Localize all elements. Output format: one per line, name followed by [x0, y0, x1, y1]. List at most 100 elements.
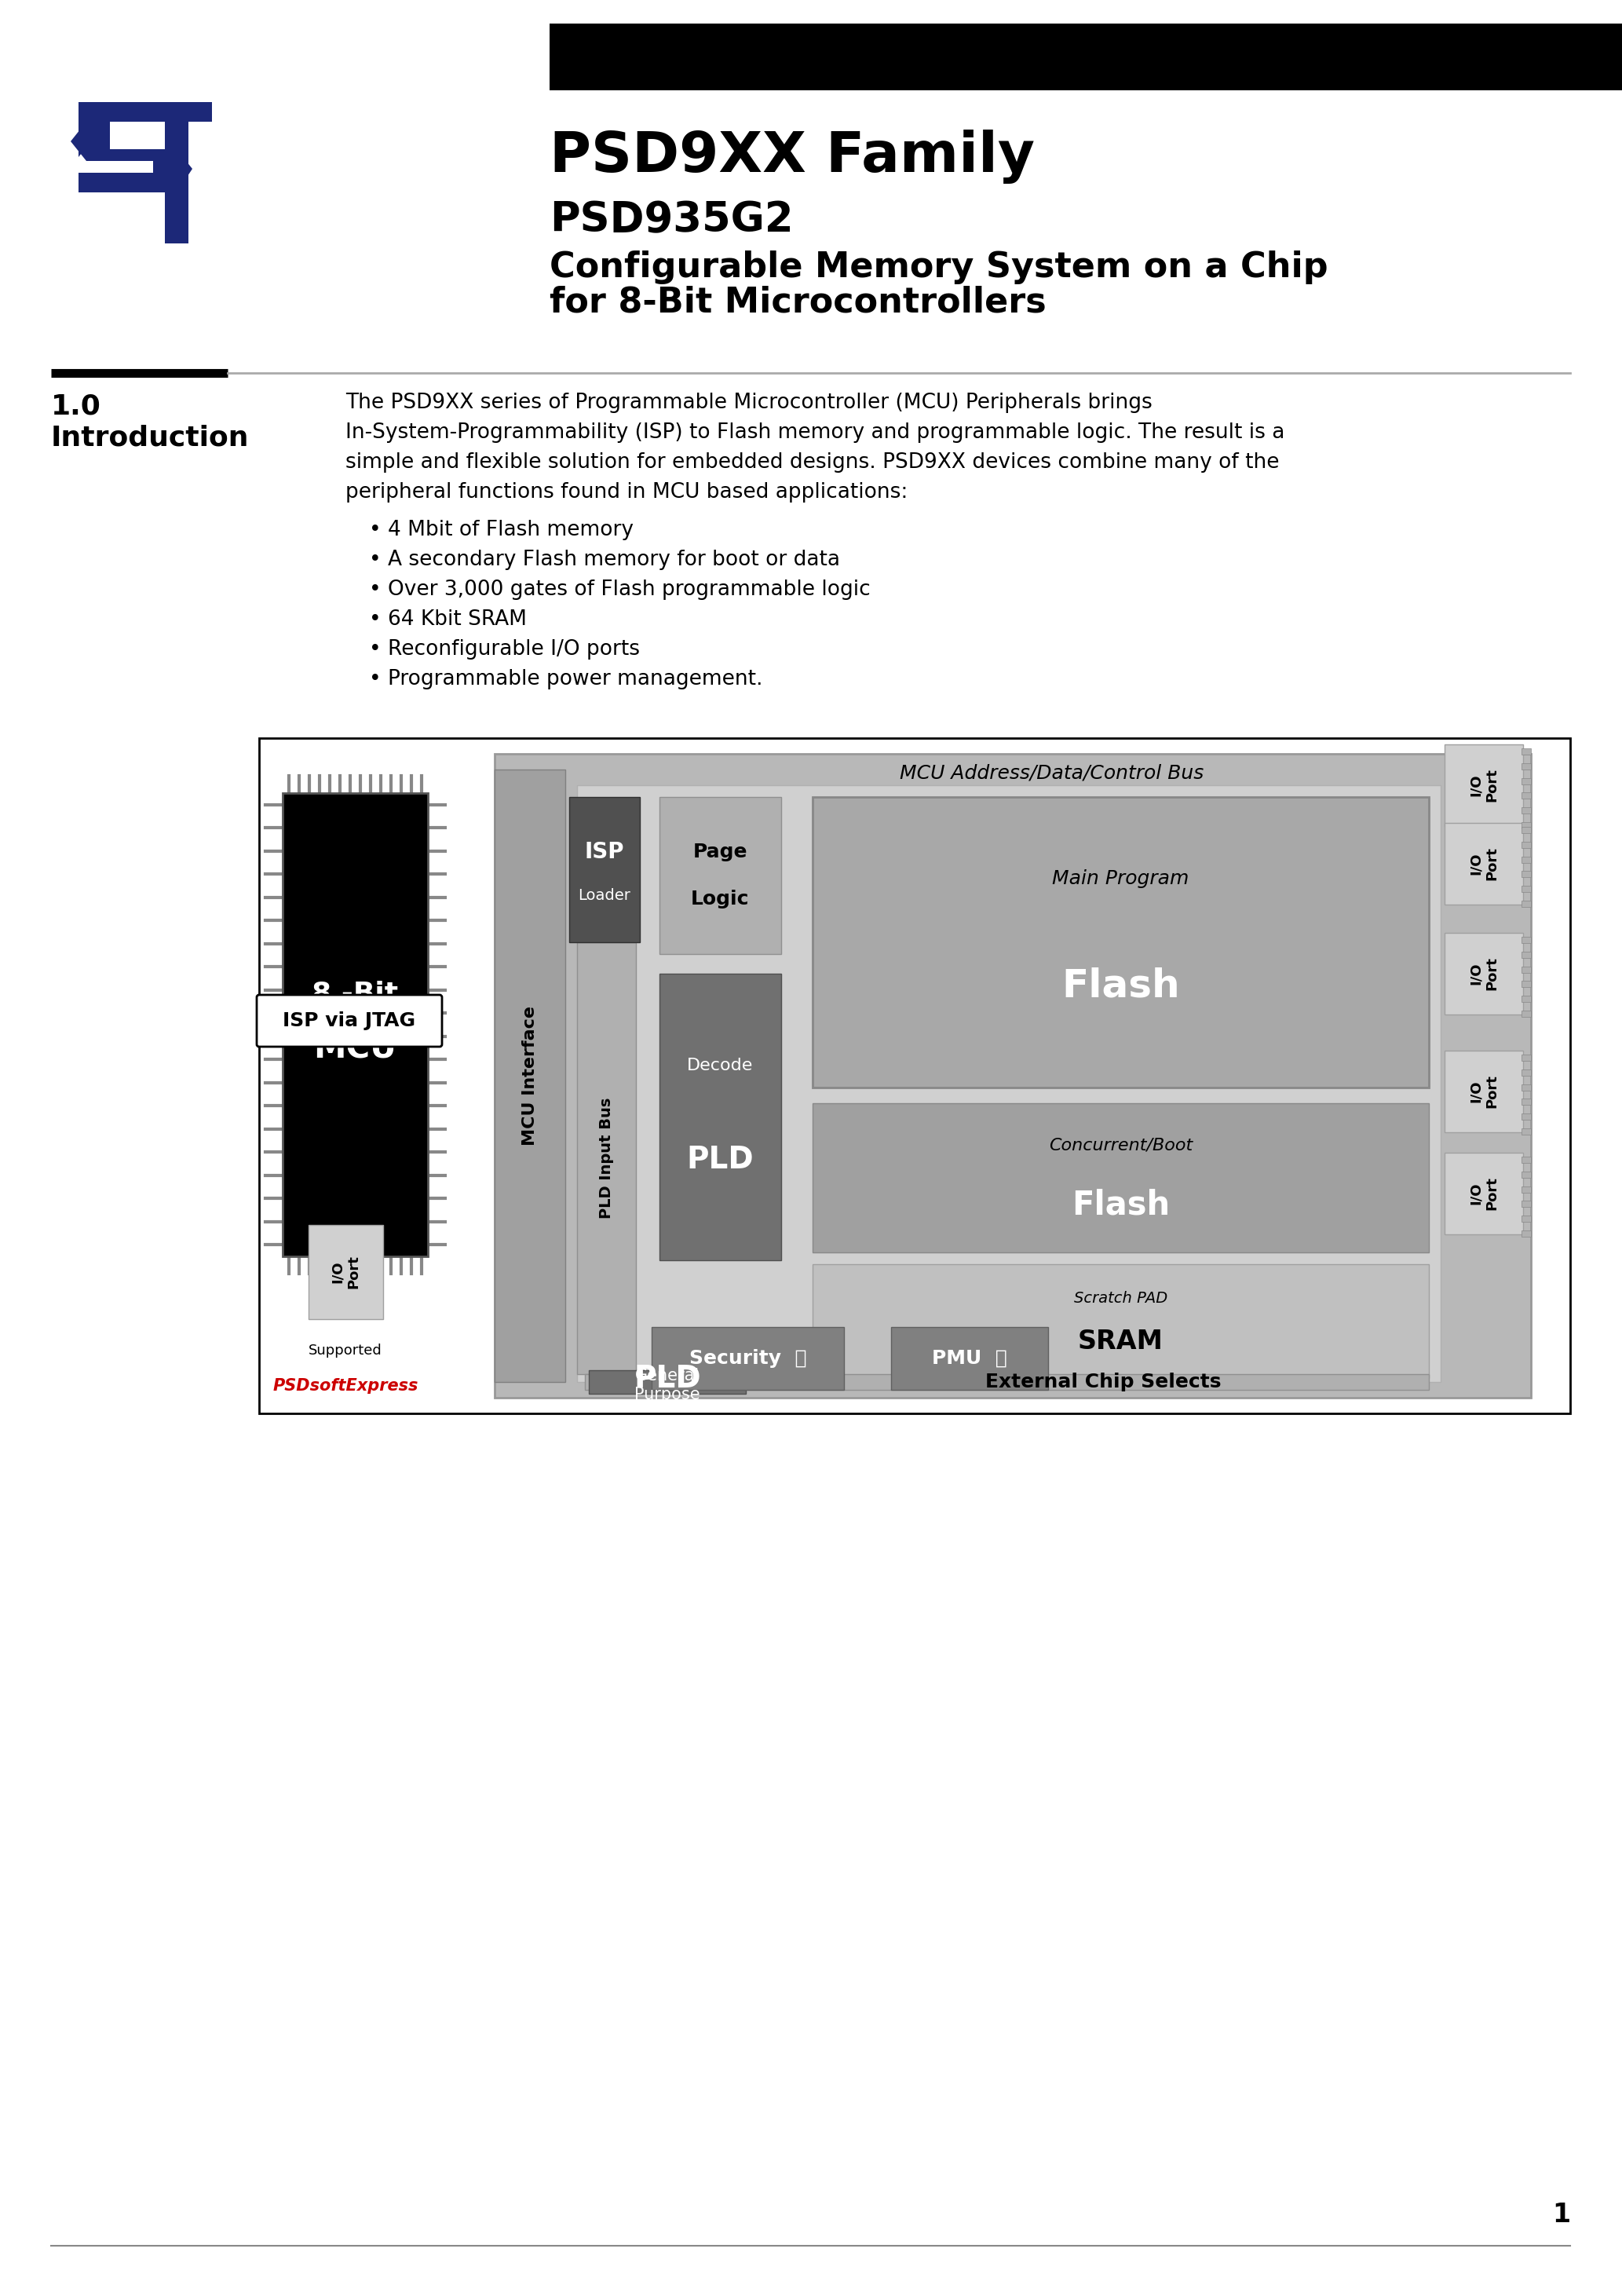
Text: • Reconfigurable I/O ports: • Reconfigurable I/O ports [368, 638, 639, 659]
Bar [1521, 1187, 1531, 1192]
Text: I/O
Port: I/O Port [331, 1256, 360, 1288]
Text: MCU Address/Data/Control Bus: MCU Address/Data/Control Bus [900, 765, 1204, 783]
Bar [308, 1226, 383, 1320]
Text: Main Program: Main Program [1053, 868, 1189, 889]
Bar [1521, 1201, 1531, 1208]
Bar [495, 753, 1531, 1398]
Bar [1521, 778, 1531, 785]
Bar [1521, 748, 1531, 755]
Bar [586, 1373, 1429, 1389]
Bar [1521, 900, 1531, 907]
Text: ISP: ISP [584, 840, 624, 863]
Bar [1521, 827, 1531, 833]
Bar [1521, 937, 1531, 944]
Polygon shape [78, 101, 188, 122]
Bar [1445, 1153, 1523, 1235]
Text: I/O
Port: I/O Port [1468, 769, 1499, 801]
Text: I/O
Port: I/O Port [1468, 847, 1499, 882]
Text: PSD935G2: PSD935G2 [550, 200, 793, 241]
Bar [282, 792, 428, 1256]
Text: In-System-Programmability (ISP) to Flash memory and programmable logic. The resu: In-System-Programmability (ISP) to Flash… [345, 422, 1285, 443]
Text: General
Purpose: General Purpose [634, 1368, 701, 1403]
Text: I/O
Port: I/O Port [1468, 957, 1499, 990]
Bar [1521, 980, 1531, 987]
Text: Concurrent/Boot: Concurrent/Boot [1049, 1137, 1192, 1153]
Bar [1521, 1171, 1531, 1178]
Bar [813, 797, 1429, 1088]
Text: PSD9XX Family: PSD9XX Family [550, 131, 1035, 184]
Polygon shape [152, 122, 165, 149]
Text: PLD: PLD [686, 1146, 754, 1176]
Text: Supported: Supported [308, 1343, 383, 1357]
Text: • A secondary Flash memory for boot or data: • A secondary Flash memory for boot or d… [368, 549, 840, 569]
Text: simple and flexible solution for embedded designs. PSD9XX devices combine many o: simple and flexible solution for embedde… [345, 452, 1280, 473]
Bar [890, 1327, 1048, 1389]
Bar [1521, 1157, 1531, 1162]
Text: SRAM: SRAM [1079, 1329, 1163, 1355]
Bar [1521, 1070, 1531, 1075]
Bar [1521, 822, 1531, 829]
Text: 8 -Bit: 8 -Bit [311, 980, 399, 1006]
Bar [1445, 932, 1523, 1015]
Text: I/O
Port: I/O Port [1468, 1075, 1499, 1109]
Bar [813, 1104, 1429, 1251]
Bar [1521, 856, 1531, 863]
Text: Logic: Logic [691, 889, 749, 909]
Text: 1: 1 [1552, 2202, 1570, 2227]
Text: • Over 3,000 gates of Flash programmable logic: • Over 3,000 gates of Flash programmable… [368, 579, 871, 599]
Text: Loader: Loader [579, 889, 631, 902]
Text: • Programmable power management.: • Programmable power management. [368, 668, 762, 689]
Bar [1521, 886, 1531, 893]
Text: Decode: Decode [688, 1058, 754, 1072]
FancyBboxPatch shape [256, 994, 443, 1047]
Bar [1521, 843, 1531, 847]
Text: 1.0: 1.0 [50, 393, 101, 420]
Text: I/O
Port: I/O Port [1468, 1178, 1499, 1210]
Bar [1521, 762, 1531, 769]
Text: External Chip Selects: External Chip Selects [985, 1373, 1221, 1391]
Bar [569, 797, 639, 941]
Text: • 4 Mbit of Flash memory: • 4 Mbit of Flash memory [368, 519, 634, 540]
Bar [1445, 744, 1523, 827]
Bar [1445, 822, 1523, 905]
Text: Scratch PAD: Scratch PAD [1074, 1290, 1168, 1306]
Bar [660, 797, 782, 955]
Text: • 64 Kbit SRAM: • 64 Kbit SRAM [368, 608, 527, 629]
Text: The PSD9XX series of Programmable Microcontroller (MCU) Peripherals brings: The PSD9XX series of Programmable Microc… [345, 393, 1152, 413]
Bar [1521, 870, 1531, 877]
Bar [1521, 1231, 1531, 1238]
Bar [1445, 1052, 1523, 1132]
Bar [1521, 1010, 1531, 1017]
Bar [550, 23, 1622, 90]
Bar [1521, 951, 1531, 957]
Bar [1521, 1054, 1531, 1061]
Bar [1521, 792, 1531, 799]
Text: Flash: Flash [1072, 1189, 1169, 1221]
Bar [1521, 1114, 1531, 1120]
Polygon shape [146, 101, 212, 243]
Text: PLD: PLD [634, 1364, 701, 1394]
Text: PSDsoftExpress: PSDsoftExpress [272, 1378, 418, 1394]
Bar [813, 1265, 1429, 1378]
Text: Security  🔒: Security 🔒 [689, 1350, 806, 1368]
Text: MCU: MCU [313, 1031, 397, 1065]
Text: PLD Input Bus: PLD Input Bus [599, 1097, 615, 1219]
Polygon shape [78, 101, 188, 156]
Text: peripheral functions found in MCU based applications:: peripheral functions found in MCU based … [345, 482, 908, 503]
Bar [260, 737, 1570, 1414]
Text: ISP via JTAG: ISP via JTAG [282, 1010, 415, 1031]
Polygon shape [71, 101, 193, 193]
Bar [1521, 967, 1531, 974]
Bar [660, 974, 782, 1261]
Bar [1521, 996, 1531, 1001]
Text: MCU Interface: MCU Interface [522, 1006, 539, 1146]
Text: for 8-Bit Microcontrollers: for 8-Bit Microcontrollers [550, 285, 1046, 319]
Text: Page: Page [693, 843, 748, 861]
Bar [495, 769, 564, 1382]
Bar [652, 1327, 843, 1389]
Bar [1521, 1084, 1531, 1091]
Bar [1521, 1215, 1531, 1221]
Bar [1521, 1127, 1531, 1134]
Text: Flash: Flash [1061, 967, 1179, 1006]
Text: Configurable Memory System on a Chip: Configurable Memory System on a Chip [550, 250, 1328, 285]
